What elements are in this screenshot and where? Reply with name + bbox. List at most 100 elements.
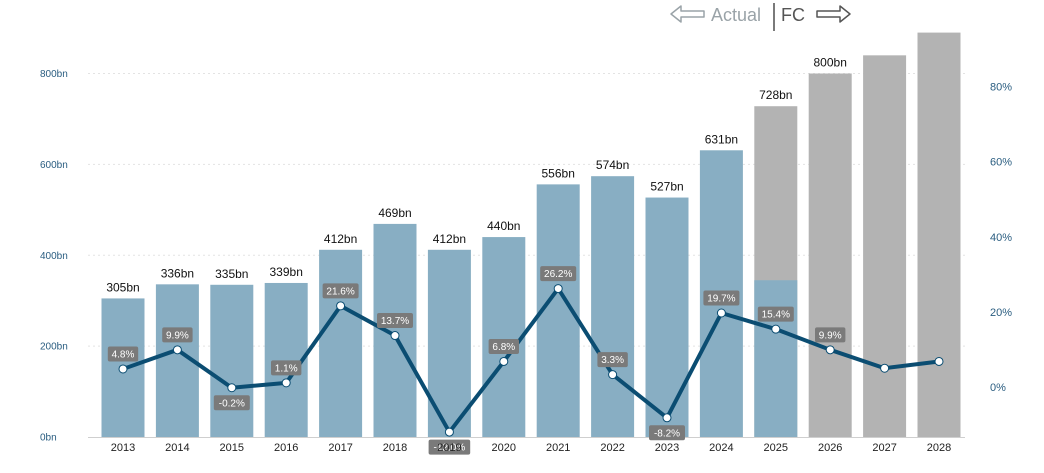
legend-forecast: FC [781, 5, 805, 25]
x-axis: 2013 2014 2015 2016 2017 2018 2019 2020 2021 2022… [111, 442, 951, 454]
growth-label-bg [488, 338, 519, 354]
bar-value-label: 412bn [324, 232, 357, 246]
growth-label-bg [649, 425, 685, 441]
right-arrow-icon [816, 5, 851, 23]
bar-value-label: 469bn [378, 206, 411, 220]
bar-forecast [808, 73, 852, 437]
bar-actual [210, 284, 254, 437]
growth-label-bg [703, 290, 740, 306]
growth-label-bg [322, 283, 359, 299]
growth-label: -0.2% [219, 398, 245, 409]
growth-label: 19.7% [707, 294, 735, 305]
legend-actual: Actual [711, 5, 761, 25]
growth-point [390, 331, 400, 341]
bar-labels: 305bn 336bn 335bn 339bn 412bn 469bn 412bn 440bn… [106, 56, 847, 295]
growth-label: 13.7% [381, 316, 409, 327]
x-tick-label: 2020 [492, 442, 516, 454]
growth-label: 26.2% [544, 269, 572, 280]
growth-label: 3.3% [601, 355, 624, 366]
bar-value-label: 527bn [650, 180, 683, 194]
bar-value-label: 574bn [596, 158, 629, 172]
legend: Actual FC [670, 3, 851, 31]
y-tick-left: 0bn [40, 433, 57, 444]
y-tick-left: 200bn [40, 342, 68, 353]
x-tick-label: 2013 [111, 442, 135, 454]
growth-point [934, 356, 944, 366]
bar-actual [645, 197, 689, 437]
bar-value-label: 728bn [759, 88, 792, 102]
growth-line [121, 286, 941, 435]
growth-point [118, 364, 128, 374]
growth-label: -12.0% [434, 443, 466, 454]
left-arrow-icon [670, 5, 705, 23]
growth-label: -8.2% [654, 428, 680, 439]
bar-actual [591, 176, 635, 437]
x-tick-label: 2018 [383, 442, 407, 454]
growth-point [771, 324, 781, 334]
bar-value-label: 336bn [161, 266, 194, 280]
growth-label-bg [540, 266, 577, 282]
x-tick-label: 2023 [655, 442, 679, 454]
y-tick-right: 60% [990, 157, 1012, 169]
growth-label-bg [377, 313, 413, 329]
growth-point [553, 284, 563, 294]
y-tick-right: 20% [990, 307, 1012, 319]
growth-point [227, 383, 237, 393]
bar-forecast [863, 55, 907, 437]
growth-label: 6.8% [492, 342, 515, 353]
growth-point [880, 363, 890, 373]
growth-point [716, 308, 726, 318]
x-tick-label: 2016 [274, 442, 298, 454]
bar-actual [373, 223, 417, 437]
bar-value-label: 556bn [542, 166, 575, 180]
growth-label: 21.6% [326, 286, 354, 297]
bar-actual [319, 249, 363, 437]
y-tick-right: 80% [990, 82, 1012, 94]
x-tick-label: 2028 [927, 442, 951, 454]
x-tick-label: 2017 [328, 442, 352, 454]
x-tick-label: 2022 [600, 442, 624, 454]
growth-line-layer: 4.8% 9.9% -0.2% 1.1% 21.6% 13.7% -12.0% 6.8% 26.… [107, 266, 944, 455]
y-tick-left: 400bn [40, 251, 68, 262]
growth-point [662, 413, 672, 423]
growth-label-bg [271, 360, 302, 376]
x-tick-label: 2015 [220, 442, 244, 454]
x-tick-label: 2021 [546, 442, 570, 454]
x-tick-label: 2026 [818, 442, 842, 454]
y-tick-left: 600bn [40, 160, 68, 171]
x-tick-label: 2014 [165, 442, 189, 454]
growth-point [444, 427, 454, 437]
x-tick-label: 2024 [709, 442, 733, 454]
x-tick-label: 2025 [764, 442, 788, 454]
y-tick-left: 800bn [40, 69, 68, 80]
growth-label: 4.8% [112, 349, 135, 360]
growth-label-bg [213, 395, 250, 411]
growth-point [172, 345, 182, 355]
bar-forecast [917, 32, 961, 437]
growth-point [281, 378, 291, 388]
x-tick-label: 2019 [437, 442, 461, 454]
x-tick-label: 2027 [872, 442, 896, 454]
growth-label-bg [162, 327, 193, 343]
bar-value-label: 440bn [487, 219, 520, 233]
y-tick-right: 40% [990, 232, 1012, 244]
growth-label-bg [428, 439, 471, 455]
growth-label: 9.9% [819, 330, 842, 341]
growth-label: 15.4% [762, 310, 790, 321]
bars [101, 32, 961, 437]
growth-label: 9.9% [166, 330, 189, 341]
growth-label-bg [597, 352, 628, 368]
bar-value-label: 631bn [705, 132, 738, 146]
y-axis-left: 0bn 200bn 400bn 600bn 800bn [40, 69, 68, 444]
y-axis-right: 0% 20% 40% 60% 80% [990, 82, 1012, 395]
bar-value-label: 412bn [433, 232, 466, 246]
growth-point [608, 370, 618, 380]
bar-actual [482, 237, 526, 437]
bar-value-label: 335bn [215, 267, 248, 281]
growth-point [499, 356, 509, 366]
bar-value-label: 339bn [270, 265, 303, 279]
bar-actual [754, 280, 798, 437]
growth-label-bg [107, 346, 139, 362]
growth-point [336, 301, 346, 311]
